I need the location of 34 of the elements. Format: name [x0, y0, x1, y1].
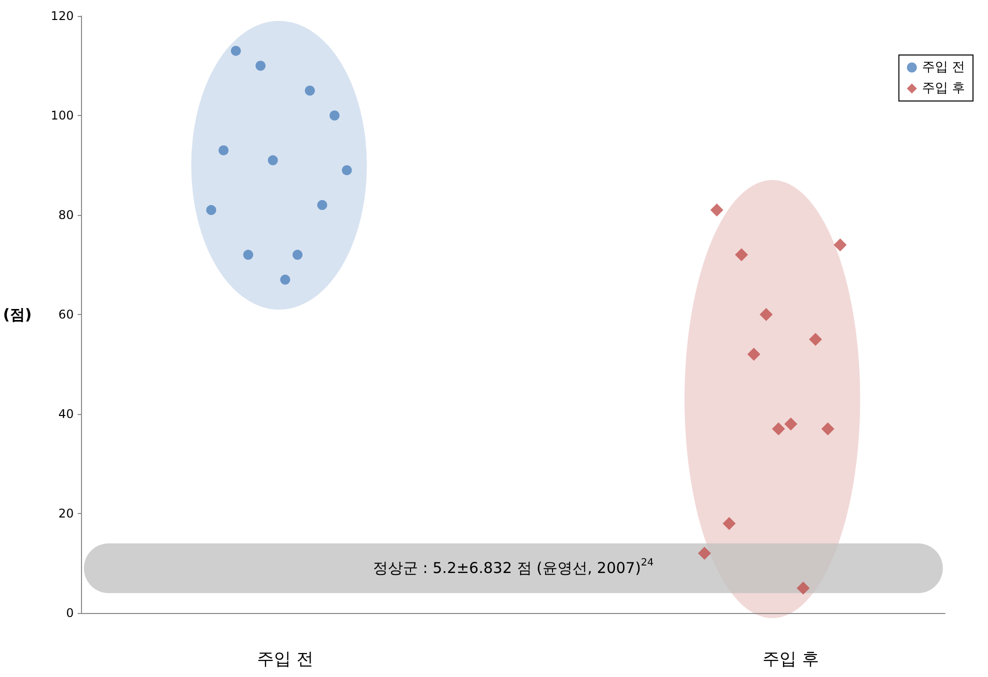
- point: [317, 200, 328, 210]
- legend-label: 주입 전: [922, 60, 966, 75]
- y-tick-label: 20: [58, 506, 74, 520]
- point: [206, 205, 216, 216]
- point: [834, 238, 847, 252]
- y-tick-label: 120: [50, 9, 74, 23]
- point: [218, 145, 229, 156]
- legend-label: 주입 후: [922, 81, 966, 96]
- y-tick-label: 0: [66, 606, 74, 620]
- point: [342, 165, 352, 176]
- y-tick-label: 40: [58, 407, 74, 421]
- point: [809, 332, 822, 346]
- y-tick-label: 100: [50, 108, 74, 122]
- point: [330, 110, 340, 120]
- point: [784, 417, 798, 430]
- point: [268, 155, 278, 166]
- point: [698, 546, 712, 560]
- point: [735, 248, 748, 262]
- point: [796, 582, 810, 595]
- point: [772, 422, 786, 436]
- point: [747, 348, 760, 361]
- point: [304, 86, 315, 96]
- y-axis-title: (점): [2, 306, 32, 324]
- y-tick-label: 60: [58, 308, 74, 322]
- point: [821, 422, 834, 436]
- point: [710, 204, 724, 217]
- point: [230, 46, 241, 56]
- y-tick-label: 80: [58, 208, 74, 222]
- point: [722, 516, 736, 530]
- point: [292, 250, 303, 260]
- point: [243, 250, 254, 260]
- point: [256, 60, 266, 71]
- point: [760, 308, 773, 321]
- point: [280, 274, 290, 285]
